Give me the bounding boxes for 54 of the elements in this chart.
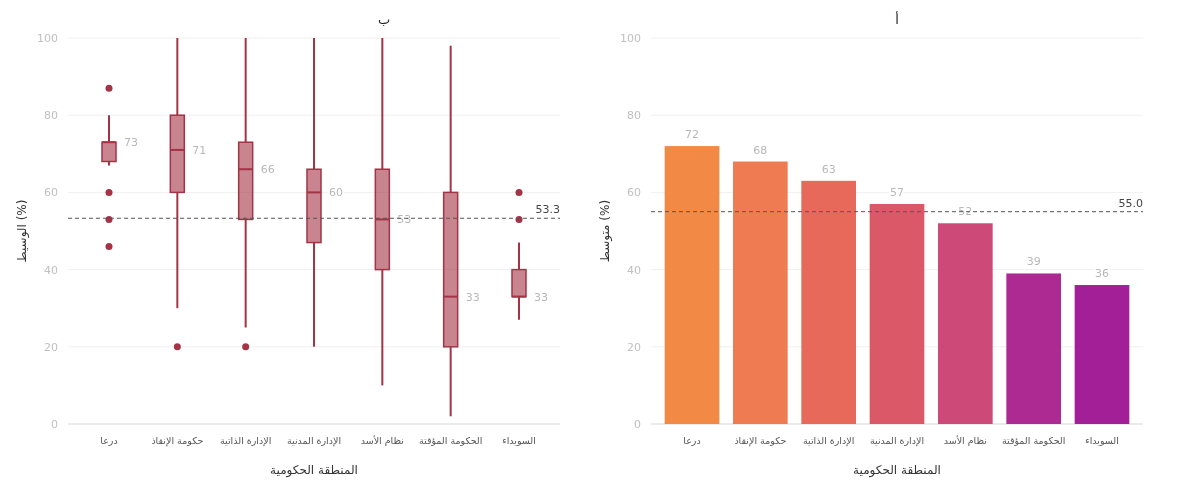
y-tick-label: 20 — [44, 340, 58, 354]
text: 71 — [192, 143, 207, 157]
ref-line-label: 53.3 — [535, 203, 560, 217]
x-tick-label: نظام الأسد — [943, 435, 987, 446]
bar — [733, 161, 788, 424]
x-tick-label: السويداء — [502, 435, 536, 446]
y-axis-title: الوسيط (%) — [15, 199, 30, 263]
ref-line-label: 55.0 — [1118, 196, 1143, 210]
x-axis-title: المنطقة الحكومية — [853, 463, 941, 478]
text: 53 — [397, 213, 412, 227]
data-label: 57 — [890, 185, 904, 199]
y-tick-label: 40 — [627, 263, 641, 277]
data-label: 39 — [1026, 255, 1041, 269]
data-label: 68 — [753, 143, 768, 157]
bar — [1074, 285, 1130, 424]
text: 33 — [465, 290, 480, 304]
y-tick-label: 0 — [634, 418, 641, 431]
x-tick-label: الإدارة المدنية — [286, 435, 342, 447]
bar — [869, 203, 925, 424]
y-tick-label: 100 — [620, 32, 641, 45]
y-tick-label: 80 — [627, 109, 641, 123]
x-tick-label: حكومة الإنقاذ — [734, 435, 787, 447]
x-tick-label: السويداء — [1085, 435, 1119, 446]
y-tick-label: 100 — [37, 32, 58, 45]
bar — [938, 223, 993, 424]
x-axis-title: المنطقة الحكومية — [270, 463, 358, 478]
text: 60 — [329, 186, 343, 200]
chart-title: أ — [895, 11, 899, 27]
data-label: 63 — [821, 162, 836, 176]
x-tick-label: الحكومة المؤقتة — [418, 435, 483, 446]
bar — [1006, 273, 1061, 424]
x-tick-label: درعا — [683, 435, 701, 446]
y-axis-title: متوسط (%) — [598, 199, 613, 263]
y-tick-label: 60 — [627, 186, 641, 200]
bar — [664, 146, 720, 424]
x-tick-label: الإدارة الذاتية — [803, 435, 855, 447]
x-tick-label: الإدارة الذاتية — [220, 435, 272, 447]
x-tick-label: الحكومة المؤقتة — [1001, 435, 1066, 446]
x-tick-label: حكومة الإنقاذ — [151, 435, 204, 447]
data-label: 36 — [1095, 267, 1109, 281]
x-tick-label: الإدارة المدنية — [869, 435, 925, 447]
chart-title: ب — [377, 12, 391, 27]
data-label: 72 — [685, 128, 699, 142]
x-tick-label: درعا — [100, 435, 118, 446]
text: 33 — [534, 290, 548, 304]
y-tick-label: 40 — [44, 263, 58, 277]
bar — [801, 180, 856, 424]
y-tick-label: 60 — [44, 186, 58, 200]
y-tick-label: 20 — [627, 340, 641, 354]
text: 66 — [260, 163, 275, 177]
y-tick-label: 80 — [44, 109, 58, 123]
x-tick-label: نظام الأسد — [360, 435, 404, 446]
text: 73 — [124, 136, 138, 150]
y-tick-label: 0 — [51, 418, 58, 431]
